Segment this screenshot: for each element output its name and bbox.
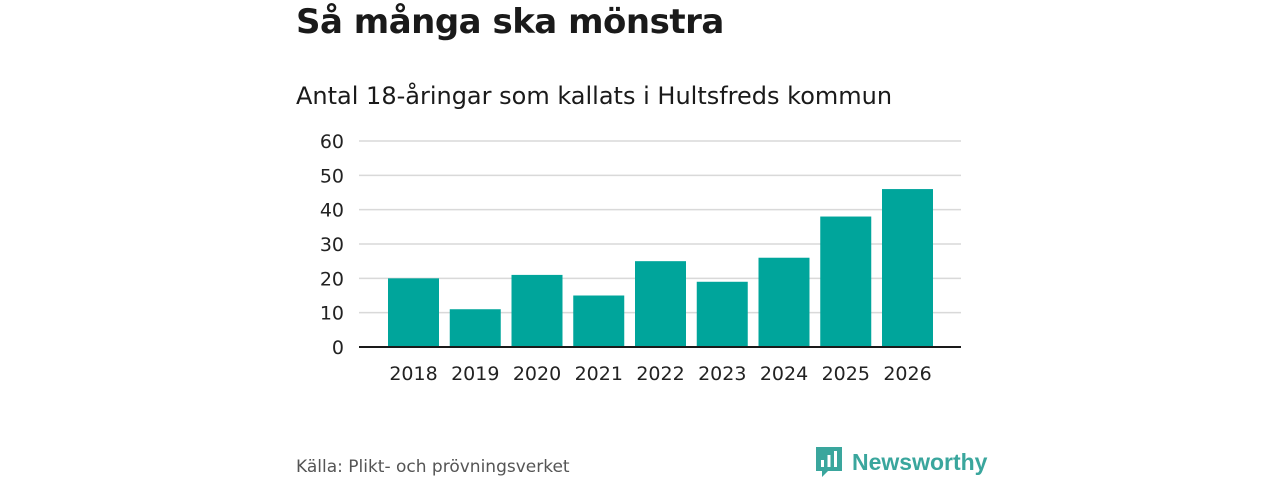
y-tick-label: 20 [320, 268, 344, 290]
bar-2026 [882, 189, 933, 347]
bar-2021 [573, 295, 625, 347]
bar-2018 [388, 278, 439, 347]
x-tick-label: 2020 [513, 363, 561, 385]
bars [388, 189, 933, 347]
y-tick-label: 0 [332, 337, 344, 359]
x-tick-label: 2019 [451, 363, 499, 385]
y-axis-ticks: 0 10 20 30 40 50 60 [320, 131, 344, 359]
brand-logo: Newsworthy [814, 445, 987, 479]
bar-2023 [696, 281, 748, 347]
brand-name: Newsworthy [852, 448, 988, 475]
x-tick-label: 2018 [389, 363, 437, 385]
x-tick-label: 2024 [760, 363, 808, 385]
x-tick-label: 2021 [575, 363, 623, 385]
x-tick-label: 2026 [883, 363, 931, 385]
bar-2024 [758, 257, 810, 347]
x-axis-ticks: 2018 2019 2020 2021 2022 2023 2024 2025 2026 [389, 363, 931, 385]
x-tick-label: 2023 [698, 363, 746, 385]
bar-2020 [511, 274, 563, 347]
y-tick-label: 60 [320, 131, 344, 153]
source-note: Källa: Plikt- och prövningsverket [296, 457, 570, 477]
x-tick-label: 2022 [636, 363, 684, 385]
y-tick-label: 30 [320, 234, 344, 256]
chart-subtitle: Antal 18-åringar som kallats i Hultsfred… [296, 82, 893, 110]
bar-2022 [635, 261, 686, 347]
chart-title: Så många ska mönstra [296, 2, 724, 42]
bar-2025 [820, 216, 872, 347]
y-tick-label: 10 [320, 303, 344, 325]
y-tick-label: 40 [320, 200, 344, 222]
x-tick-label: 2025 [822, 363, 870, 385]
bar-chart-speech-bubble-icon [816, 447, 842, 477]
bar-2019 [449, 309, 501, 347]
y-tick-label: 50 [320, 165, 344, 187]
